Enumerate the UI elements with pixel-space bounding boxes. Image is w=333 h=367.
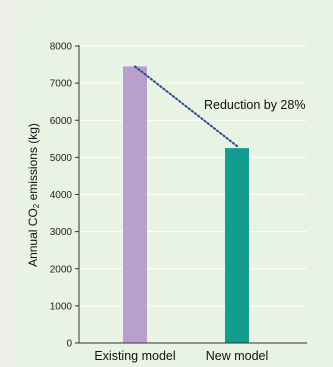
x-tick-label: New model xyxy=(206,349,269,363)
y-axis-ticks: 0 1000 2000 3000 4000 5000 6000 7000 8000 xyxy=(50,42,79,350)
reduction-trend-line xyxy=(134,65,238,148)
bar-new-model xyxy=(225,148,249,343)
y-tick-label: 6000 xyxy=(50,116,73,127)
y-tick-label: 8000 xyxy=(50,42,73,53)
bar-existing-model xyxy=(123,66,147,343)
y-axis-label: Annual CO2 emissions (kg) xyxy=(26,123,41,267)
y-tick-label: 5000 xyxy=(50,153,73,164)
y-axis-label-tail: emissions (kg) xyxy=(26,123,40,204)
y-axis-label-subscript: 2 xyxy=(32,203,41,208)
x-axis-labels: Existing model New model xyxy=(94,349,268,363)
y-tick-label: 1000 xyxy=(50,301,73,312)
y-tick-label: 2000 xyxy=(50,264,73,275)
x-tick-label: Existing model xyxy=(94,349,175,363)
y-tick-label: 7000 xyxy=(50,79,73,90)
y-tick-label: 0 xyxy=(66,339,72,350)
reduction-annotation: Reduction by 28% xyxy=(204,98,305,112)
y-tick-label: 4000 xyxy=(50,190,73,201)
y-tick-label: 3000 xyxy=(50,227,73,238)
bars xyxy=(123,66,249,343)
gridlines xyxy=(79,45,307,307)
y-axis-label-main: Annual CO xyxy=(26,208,40,267)
